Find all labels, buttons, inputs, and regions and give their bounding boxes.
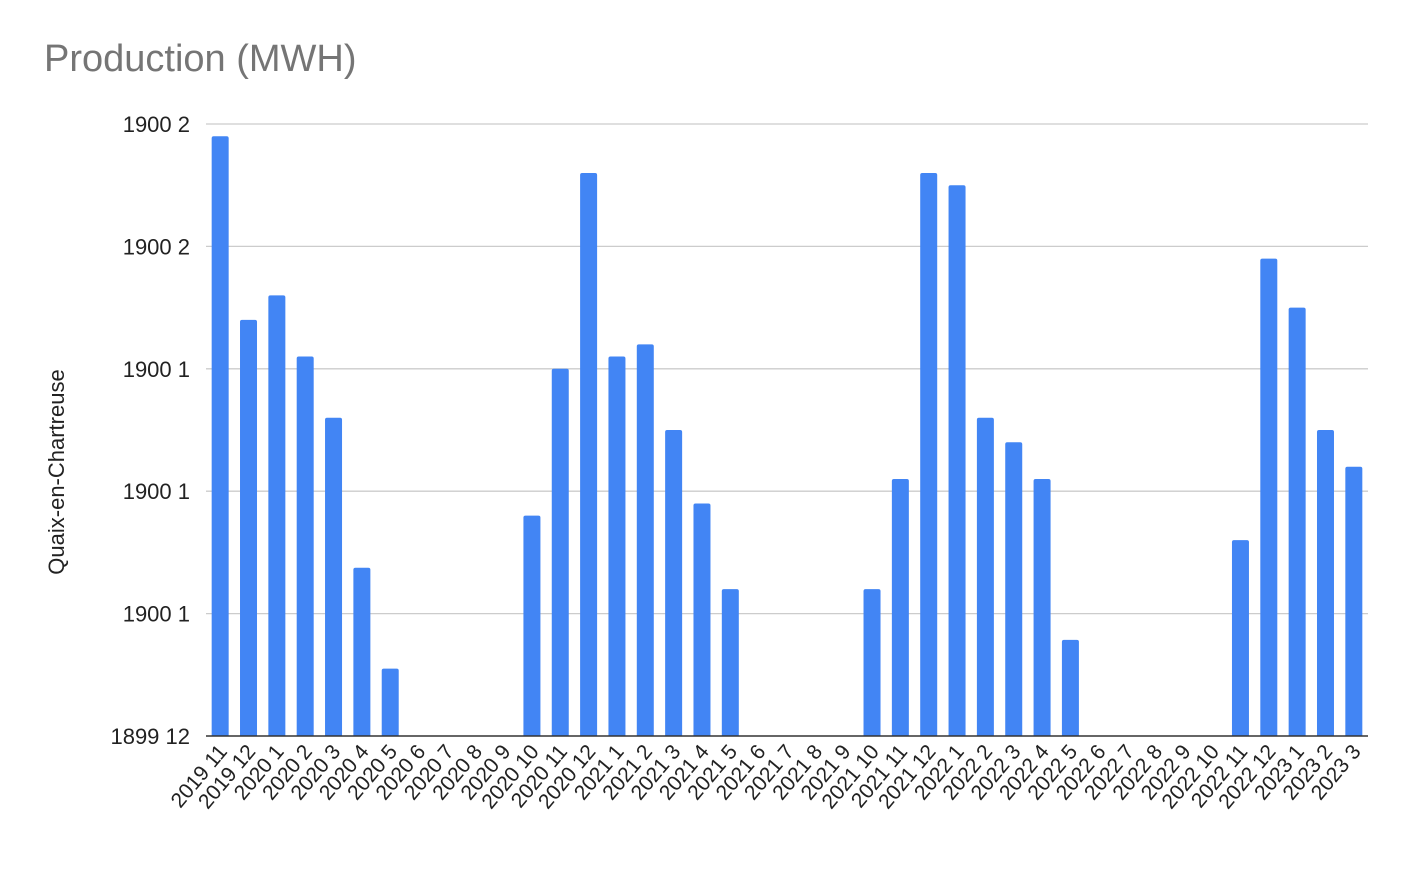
bar — [948, 185, 966, 736]
bar — [1316, 430, 1334, 736]
bar — [1005, 442, 1023, 736]
bar — [353, 567, 371, 736]
y-tick-labels: 1899 12 1900 1 1900 1 1900 1 1900 2 1900 2 — [110, 112, 190, 749]
bar — [551, 368, 569, 736]
bar — [665, 430, 683, 736]
y-tick-label: 1899 12 — [110, 724, 190, 749]
y-tick-label: 1900 2 — [123, 112, 190, 137]
bar — [693, 503, 711, 736]
y-tick-label: 1900 1 — [123, 479, 190, 504]
bar — [1231, 540, 1249, 736]
y-tick-label: 1900 1 — [123, 602, 190, 627]
bar — [268, 295, 286, 736]
y-axis-label: Quaix-en-Chartreuse — [44, 369, 69, 574]
bar — [636, 344, 654, 736]
bar — [863, 589, 881, 736]
bar — [608, 356, 626, 736]
bar — [211, 136, 229, 737]
y-tick-label: 1900 1 — [123, 357, 190, 382]
y-tick-label: 1900 2 — [123, 234, 190, 259]
bar — [891, 478, 909, 736]
bars — [211, 136, 1363, 737]
chart-title: Production (MWH) — [44, 38, 357, 80]
bar — [1345, 466, 1363, 736]
bar — [1061, 639, 1079, 736]
bar — [296, 356, 314, 736]
gridlines — [206, 123, 1368, 615]
bar — [580, 172, 598, 736]
bar — [381, 668, 399, 736]
bar — [325, 417, 343, 736]
bar — [240, 319, 258, 736]
bar — [976, 417, 994, 736]
bar — [523, 515, 541, 736]
bar — [1260, 258, 1278, 736]
bar — [1033, 478, 1051, 736]
bar — [721, 589, 739, 736]
bar — [1288, 307, 1306, 736]
bar — [920, 172, 938, 736]
